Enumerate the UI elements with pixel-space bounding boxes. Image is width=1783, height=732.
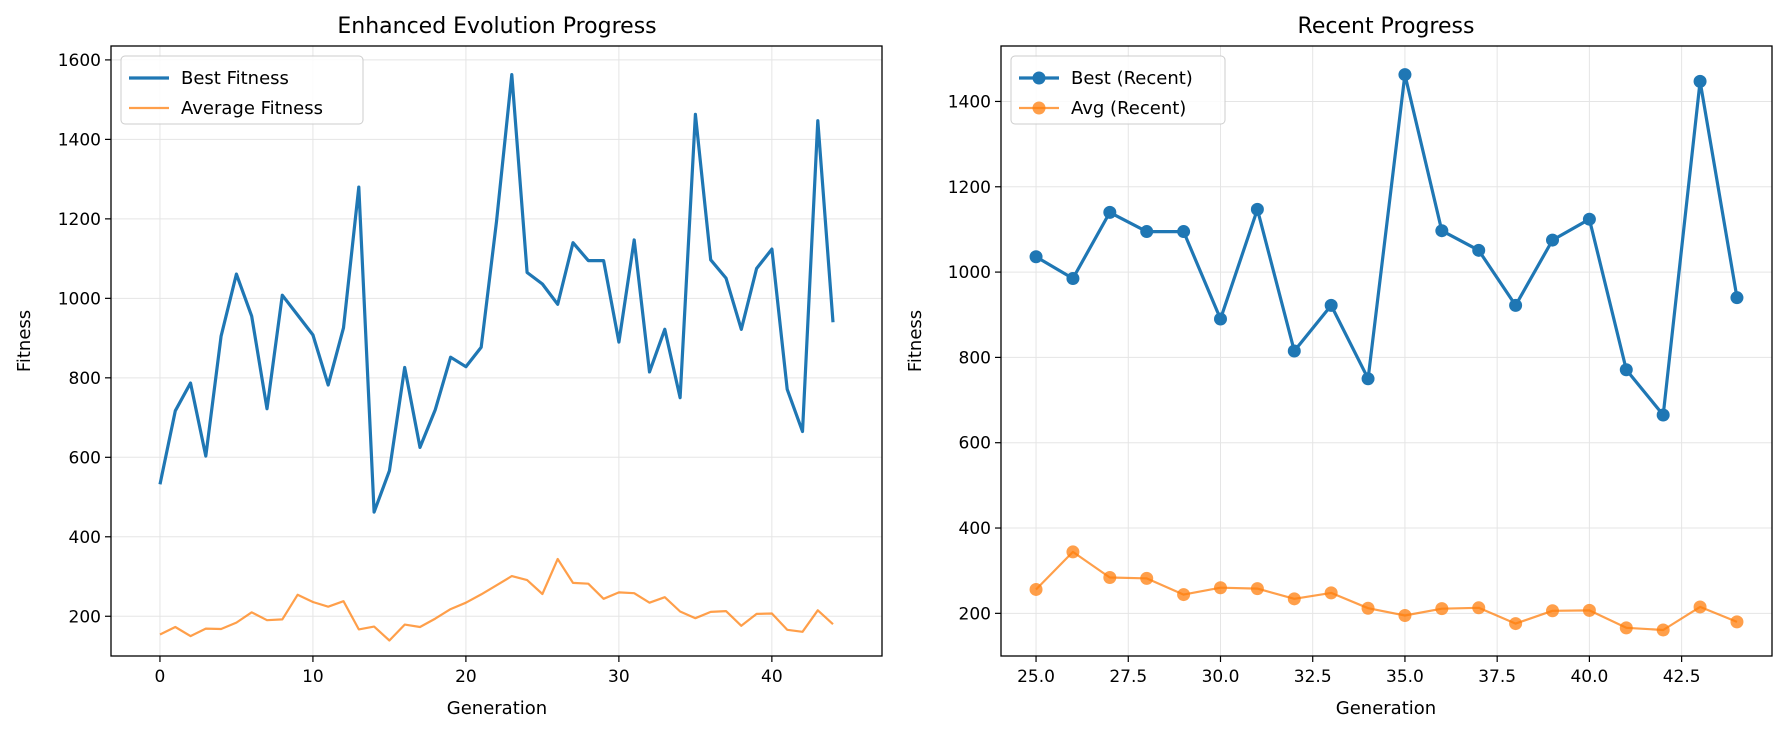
chart-title: Recent Progress	[1298, 14, 1475, 39]
data-point	[1287, 592, 1301, 606]
series-0	[158, 72, 835, 514]
data-point	[1177, 588, 1191, 602]
x-tick-label: 40	[761, 667, 783, 687]
legend-label: Average Fitness	[181, 98, 323, 119]
series-1	[159, 557, 834, 642]
x-tick-label: 37.5	[1478, 667, 1516, 687]
data-point	[1140, 571, 1154, 585]
data-point	[1656, 408, 1670, 422]
data-point	[1693, 600, 1707, 614]
x-tick-label: 20	[455, 667, 477, 687]
series-1	[1029, 545, 1744, 637]
x-tick-label: 25.0	[1017, 667, 1055, 687]
series-0	[1029, 68, 1744, 422]
y-tick-label: 600	[69, 448, 101, 468]
data-point	[1730, 291, 1744, 305]
data-point	[1582, 212, 1596, 226]
legend: Best (Recent) Avg (Recent)	[1010, 55, 1226, 125]
data-point	[1435, 224, 1449, 238]
grid	[1001, 46, 1772, 656]
y-axis-label: Fitness	[905, 310, 926, 372]
data-point	[1103, 571, 1117, 585]
legend-label: Best (Recent)	[1071, 68, 1193, 89]
legend-label: Best Fitness	[181, 68, 289, 89]
y-tick-label: 1600	[58, 51, 101, 71]
series-line	[1035, 72, 1739, 417]
data-point	[1324, 586, 1338, 600]
axes-frame	[110, 45, 883, 657]
y-tick-label: 800	[959, 348, 991, 368]
x-tick-label: 27.5	[1109, 667, 1147, 687]
x-tick-label: 32.5	[1294, 667, 1332, 687]
x-tick-label: 35.0	[1386, 667, 1424, 687]
data-point	[1250, 202, 1264, 216]
chart-enhanced-evolution-progress: Enhanced Evolution Progress Generation F…	[14, 14, 883, 719]
data-point	[1324, 298, 1338, 312]
y-tick-label: 200	[69, 607, 101, 627]
data-point	[1029, 582, 1043, 596]
data-point	[1140, 225, 1154, 239]
data-point	[1509, 298, 1523, 312]
data-point	[1619, 621, 1633, 635]
x-tick-label: 42.5	[1663, 667, 1701, 687]
y-tick-label: 200	[959, 604, 991, 624]
data-point	[1287, 344, 1301, 358]
legend-box	[1010, 55, 1226, 125]
grid	[111, 46, 882, 656]
y-tick-label: 1000	[58, 289, 101, 309]
y-tick-label: 1000	[948, 263, 991, 283]
y-tick-label: 400	[959, 519, 991, 539]
data-point	[1619, 363, 1633, 377]
data-point	[1398, 608, 1412, 622]
y-axis-label: Fitness	[14, 310, 35, 372]
data-point	[1177, 225, 1191, 239]
data-point	[1361, 372, 1375, 386]
data-point	[1730, 615, 1744, 629]
legend: Best Fitness Average Fitness	[120, 55, 364, 125]
data-point	[1103, 205, 1117, 219]
data-point	[1472, 601, 1486, 615]
y-tick-label: 1400	[948, 92, 991, 112]
chart-recent-progress: Recent Progress Generation Fitness 25.0 2…	[905, 14, 1773, 719]
y-tick-label: 1400	[58, 130, 101, 150]
data-point	[1546, 233, 1560, 247]
y-tick-label: 800	[69, 369, 101, 389]
legend-label: Avg (Recent)	[1071, 98, 1186, 119]
data-point	[1361, 601, 1375, 615]
data-point	[1029, 250, 1043, 264]
data-point	[1066, 271, 1080, 285]
series-line	[159, 557, 834, 642]
x-axis-label: Generation	[1336, 698, 1436, 719]
legend-box	[120, 55, 364, 125]
chart-title: Enhanced Evolution Progress	[337, 14, 656, 39]
axes-frame	[1000, 45, 1773, 657]
data-point	[1509, 617, 1523, 631]
data-point	[1693, 74, 1707, 88]
y-tick-label: 1200	[58, 210, 101, 230]
data-point	[1250, 582, 1264, 596]
y-tick-label: 1200	[948, 178, 991, 198]
x-tick-label: 30	[608, 667, 630, 687]
y-tick-label: 400	[69, 528, 101, 548]
data-point	[1066, 545, 1080, 559]
x-tick-label: 0	[155, 667, 166, 687]
legend-marker	[1032, 71, 1046, 85]
data-point	[1656, 623, 1670, 637]
data-point	[1398, 68, 1412, 82]
series-line	[1035, 550, 1738, 632]
data-point	[1435, 602, 1449, 616]
x-axis-label: Generation	[447, 698, 547, 719]
series-line	[158, 72, 835, 514]
data-point	[1213, 581, 1227, 595]
y-tick-label: 600	[959, 434, 991, 454]
x-tick-label: 40.0	[1570, 667, 1608, 687]
x-tick-label: 30.0	[1202, 667, 1240, 687]
legend-marker	[1032, 101, 1046, 115]
x-tick-label: 10	[302, 667, 324, 687]
data-point	[1546, 604, 1560, 618]
data-point	[1582, 603, 1596, 617]
data-point	[1472, 243, 1486, 257]
data-point	[1213, 312, 1227, 326]
